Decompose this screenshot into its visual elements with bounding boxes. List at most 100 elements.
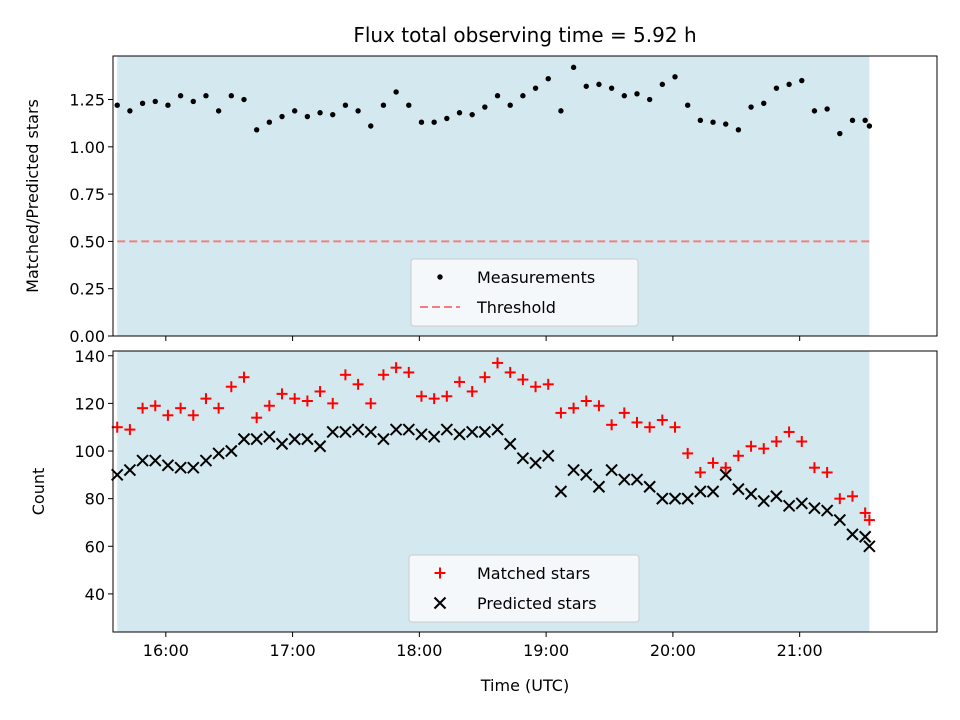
predicted-point-b — [491, 423, 504, 436]
predicted-point-b — [833, 513, 847, 527]
matched-point — [707, 457, 719, 469]
predicted-point — [402, 423, 416, 436]
predicted-point-b — [478, 425, 492, 439]
matched-point — [263, 400, 275, 412]
measurement-point — [494, 93, 501, 99]
matched-point — [276, 388, 288, 400]
predicted-point-b — [161, 459, 175, 472]
bottom-legend-box — [408, 554, 640, 623]
predicted-point — [694, 485, 707, 498]
legend-predicted-marker — [433, 596, 447, 610]
predicted-point — [465, 425, 479, 439]
predicted-point — [592, 480, 606, 493]
top-y-tick-label: 0.00 — [69, 327, 105, 346]
predicted-point-b — [326, 425, 339, 439]
predicted-point-b — [149, 454, 162, 467]
predicted-point — [161, 459, 175, 472]
predicted-point-b — [863, 540, 876, 553]
predicted-point-b — [630, 473, 644, 486]
measurement-point — [558, 108, 564, 114]
predicted-point-b — [440, 423, 454, 436]
predicted-point — [630, 473, 644, 486]
predicted-point-b — [187, 461, 200, 474]
legend-predicted-label: Predicted stars — [477, 594, 597, 613]
predicted-point — [111, 468, 124, 482]
top-y-tick-label: 0.25 — [69, 280, 105, 299]
predicted-point — [225, 444, 238, 458]
measurement-point — [456, 110, 463, 116]
predicted-point-b — [504, 437, 517, 451]
predicted-point — [820, 504, 834, 517]
predicted-point-b — [846, 528, 859, 541]
predicted-point-b — [136, 454, 149, 467]
predicted-point — [351, 423, 365, 436]
measurement-point — [545, 76, 551, 82]
predicted-point — [863, 540, 876, 553]
x-tick-label: 19:00 — [523, 641, 569, 660]
matched-point — [593, 400, 605, 412]
top-axes-frame — [112, 55, 938, 337]
measurement-point — [152, 98, 158, 105]
predicted-point — [605, 463, 618, 477]
predicted-point — [542, 449, 555, 462]
legend-matched-marker — [434, 567, 446, 579]
measurement-point — [215, 108, 222, 114]
matched-point — [834, 493, 846, 505]
measurement-point — [431, 119, 437, 125]
matched-point — [694, 466, 706, 478]
matched-point — [124, 424, 136, 436]
predicted-point-b — [744, 487, 758, 501]
predicted-point-b — [668, 492, 682, 505]
bottom-legend: Matched stars Predicted stars — [408, 554, 640, 623]
predicted-point — [415, 428, 428, 441]
matched-point — [580, 395, 592, 407]
measurement-point — [241, 96, 247, 103]
bottom-plot-area — [111, 357, 876, 553]
predicted-point — [706, 485, 720, 498]
matched-point — [238, 371, 250, 383]
matched-point — [365, 397, 377, 409]
measurement-point — [684, 102, 691, 108]
matched-point — [745, 440, 757, 452]
predicted-point — [782, 499, 796, 512]
predicted-point — [313, 440, 327, 453]
matched-point — [492, 357, 504, 369]
predicted-point-b — [453, 428, 466, 441]
predicted-point-b — [237, 432, 251, 446]
measurement-point — [837, 130, 843, 137]
matched-point — [808, 462, 820, 474]
predicted-point — [757, 494, 770, 508]
measurement-point — [393, 89, 399, 95]
predicted-point — [529, 456, 542, 470]
bottom-y-axis-label: Count — [29, 468, 48, 516]
measurement-point — [253, 127, 260, 133]
predicted-point-b — [719, 468, 732, 482]
measurement-point — [748, 104, 754, 110]
measurement-point — [866, 123, 873, 129]
measurement-point — [177, 93, 184, 99]
measurement-point — [799, 77, 805, 84]
matched-point — [213, 402, 225, 414]
predicted-point-b — [123, 463, 137, 477]
measurement-point — [773, 85, 780, 91]
measurement-point — [723, 121, 729, 127]
bottom-y-tick-label: 140 — [74, 347, 105, 366]
matched-point — [428, 393, 440, 405]
predicted-point-b — [770, 490, 783, 503]
predicted-point — [339, 425, 352, 439]
predicted-point — [491, 423, 504, 436]
predicted-point-b — [174, 461, 187, 474]
predicted-point-b — [757, 494, 770, 508]
top-y-axis-label: Matched/Predicted stars — [23, 99, 42, 293]
legend-threshold-label: Threshold — [476, 298, 556, 317]
predicted-point-b — [681, 492, 694, 505]
measurement-point — [114, 102, 120, 108]
matched-point — [770, 435, 782, 447]
predicted-point — [275, 437, 289, 451]
x-tick-label: 21:00 — [777, 641, 823, 660]
matched-point — [415, 390, 427, 402]
predicted-point — [744, 487, 758, 501]
matched-point — [289, 393, 301, 405]
predicted-point-b — [782, 499, 796, 512]
predicted-point — [808, 501, 821, 515]
